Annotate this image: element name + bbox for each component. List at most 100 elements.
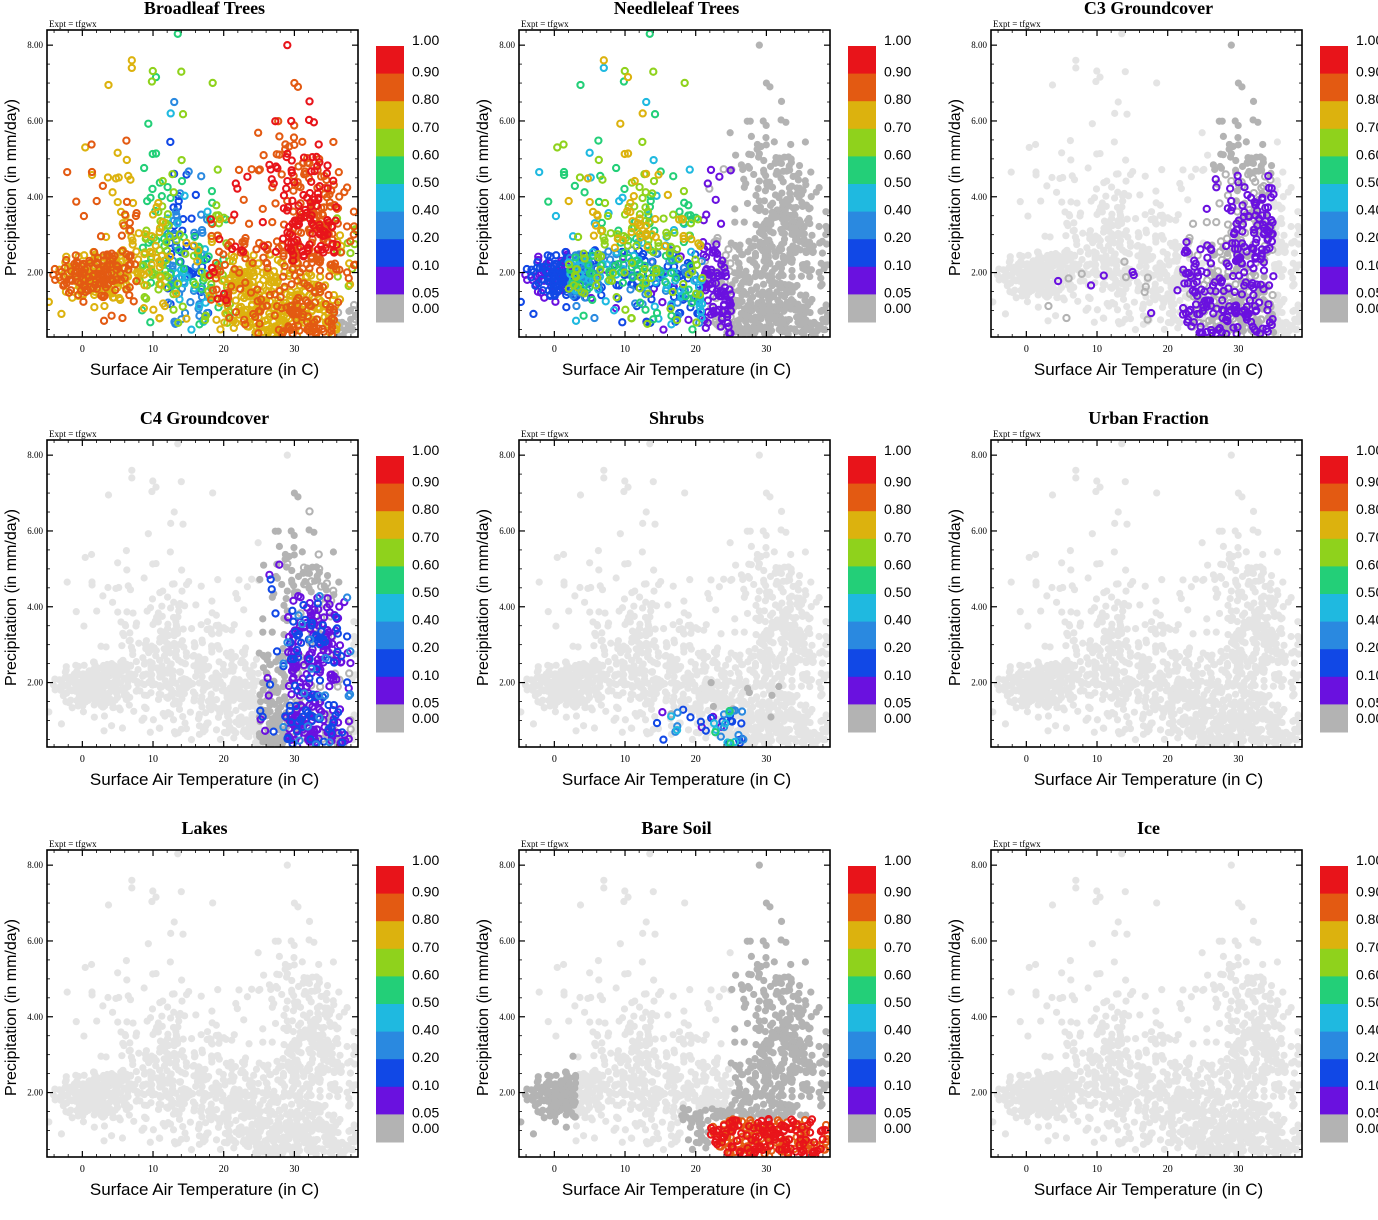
data-point bbox=[1139, 305, 1146, 312]
data-point bbox=[123, 137, 129, 143]
colorbar-label: 0.50 bbox=[412, 174, 439, 190]
data-point bbox=[1252, 179, 1258, 185]
data-point bbox=[601, 57, 607, 63]
data-point bbox=[171, 189, 177, 195]
panel-title: Broadleaf Trees bbox=[144, 0, 265, 18]
data-point bbox=[1024, 283, 1031, 290]
data-point bbox=[674, 246, 680, 252]
data-point bbox=[146, 679, 153, 686]
data-point bbox=[147, 319, 153, 325]
data-point bbox=[1127, 171, 1134, 178]
data-point bbox=[1100, 315, 1107, 322]
data-point bbox=[1123, 111, 1130, 118]
data-point bbox=[101, 712, 108, 719]
data-point bbox=[752, 250, 759, 257]
data-point bbox=[1192, 166, 1199, 173]
data-point bbox=[759, 229, 766, 236]
data-point bbox=[215, 296, 221, 302]
colorbar-swatch bbox=[376, 46, 404, 74]
data-point bbox=[787, 141, 794, 148]
colorbar-swatch bbox=[1320, 239, 1348, 267]
data-point bbox=[255, 130, 261, 136]
data-point bbox=[1111, 194, 1118, 201]
data-point bbox=[256, 167, 262, 173]
colorbar-swatch bbox=[848, 129, 876, 157]
data-point bbox=[647, 31, 653, 37]
experiment-label: Expt = tfgwx bbox=[521, 19, 569, 29]
data-point bbox=[1244, 160, 1251, 167]
data-point bbox=[132, 261, 138, 267]
data-point bbox=[1279, 299, 1286, 306]
data-point bbox=[619, 319, 625, 325]
data-point bbox=[1090, 269, 1097, 276]
data-point bbox=[1168, 303, 1175, 310]
data-point bbox=[681, 265, 687, 271]
data-point bbox=[1086, 235, 1093, 242]
data-point bbox=[1119, 246, 1126, 253]
data-point bbox=[208, 598, 215, 605]
data-point bbox=[91, 701, 98, 708]
data-point bbox=[756, 177, 763, 184]
data-point bbox=[1227, 185, 1233, 191]
data-point bbox=[161, 667, 168, 674]
data-point bbox=[554, 144, 560, 150]
data-point bbox=[636, 184, 642, 190]
data-point bbox=[1097, 204, 1104, 211]
data-point bbox=[100, 727, 107, 734]
data-point bbox=[111, 687, 118, 694]
data-point bbox=[215, 167, 221, 173]
y-tick-label: 2.00 bbox=[499, 268, 515, 278]
y-tick-label: 2.00 bbox=[27, 268, 43, 278]
data-point bbox=[1139, 243, 1146, 250]
data-point bbox=[759, 288, 766, 295]
data-point bbox=[1225, 221, 1231, 227]
data-point bbox=[1120, 231, 1127, 238]
data-point bbox=[204, 626, 211, 633]
data-point bbox=[760, 169, 767, 176]
data-point bbox=[171, 99, 177, 105]
colorbar-label: 0.00 bbox=[412, 300, 439, 316]
data-point bbox=[1257, 153, 1264, 160]
data-point bbox=[1179, 166, 1186, 173]
data-point bbox=[1136, 263, 1143, 270]
data-point bbox=[1085, 164, 1092, 171]
x-tick-label: 20 bbox=[1163, 344, 1173, 355]
data-point bbox=[1243, 138, 1250, 145]
data-point bbox=[236, 167, 242, 173]
data-point bbox=[748, 286, 755, 293]
data-point bbox=[1082, 307, 1089, 314]
data-point bbox=[1022, 262, 1029, 269]
data-point bbox=[140, 671, 147, 678]
data-point bbox=[817, 275, 824, 282]
data-point bbox=[1117, 211, 1124, 218]
data-point bbox=[746, 165, 753, 172]
data-point bbox=[790, 298, 797, 305]
data-point bbox=[351, 262, 357, 268]
data-point bbox=[688, 220, 694, 226]
data-point bbox=[1091, 319, 1098, 326]
data-point bbox=[1161, 326, 1168, 333]
data-point bbox=[1073, 241, 1080, 248]
data-point bbox=[286, 224, 292, 230]
colorbar-label: 0.10 bbox=[412, 257, 439, 273]
data-point bbox=[124, 199, 130, 205]
colorbar-label: 0.80 bbox=[412, 91, 439, 107]
data-point bbox=[763, 179, 770, 186]
data-point bbox=[754, 146, 761, 153]
colorbar-label: 0.40 bbox=[884, 202, 911, 218]
data-point bbox=[705, 180, 711, 186]
data-point bbox=[807, 169, 814, 176]
data-point bbox=[188, 327, 194, 333]
data-point bbox=[1044, 317, 1051, 324]
x-tick-label: 20 bbox=[691, 344, 701, 355]
colorbar-swatch bbox=[848, 74, 876, 102]
data-point bbox=[177, 231, 183, 237]
colorbar-swatch bbox=[1320, 129, 1348, 157]
data-point bbox=[802, 291, 809, 298]
data-point bbox=[191, 639, 198, 646]
data-point bbox=[155, 200, 161, 206]
colorbar-label: 0.00 bbox=[884, 300, 911, 316]
data-point bbox=[762, 208, 769, 215]
data-point bbox=[575, 234, 581, 240]
data-point bbox=[1016, 278, 1023, 285]
